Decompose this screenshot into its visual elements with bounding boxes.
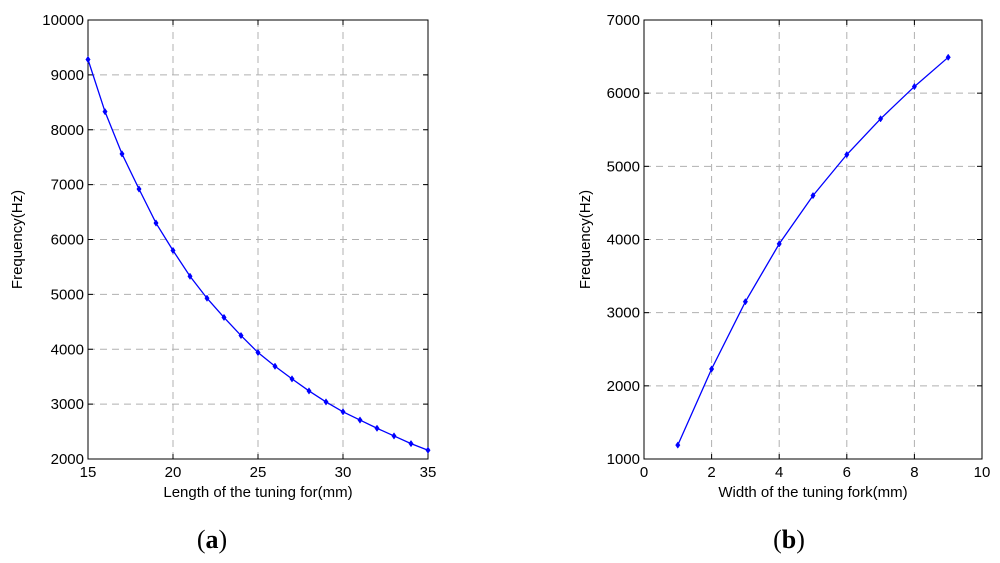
data-point-marker [408,439,414,448]
data-point-marker [272,362,278,370]
panel-letter: a [206,525,219,554]
data-point-marker [238,331,244,340]
x-tick-label: 20 [165,464,182,481]
y-tick-label: 7000 [51,177,84,194]
y-tick-label: 6000 [607,85,640,102]
x-tick-label: 35 [420,464,437,481]
data-point-marker [306,387,312,395]
x-tick-label: 10 [974,464,991,481]
data-point-marker [844,150,850,159]
data-point-marker [425,446,431,454]
y-tick-label: 4000 [607,232,640,249]
chart-panel-b: 0 2 4 6 8 10 1000 2000 3000 4000 5000 6000 7000 Width… [577,12,990,554]
data-point-marker [911,82,917,91]
data-point-marker [776,240,782,248]
y-tick-label: 2000 [51,451,84,468]
data-point-marker [878,115,884,123]
panel-label: (b) [773,525,805,554]
data-point-marker [709,365,715,373]
y-tick-label: 3000 [51,396,84,413]
y-tick-label: 9000 [51,67,84,84]
x-tick-label: 15 [80,464,97,481]
data-point-marker [340,408,346,416]
data-point-marker [187,272,193,280]
data-point-marker [136,185,142,193]
data-point-marker [85,55,91,64]
y-tick-label: 4000 [51,341,84,358]
data-point-marker [204,294,210,302]
data-point-marker [289,375,295,383]
y-tick-label: 5000 [607,158,640,175]
x-tick-label: 8 [910,464,918,481]
data-point-marker [675,441,681,449]
x-tick-label: 4 [775,464,783,481]
y-tick-label: 6000 [51,232,84,249]
y-tick-label: 8000 [51,122,84,139]
x-tick-label: 25 [250,464,267,481]
x-tick-label: 30 [335,464,352,481]
data-point-marker [391,432,397,440]
data-point-marker [119,150,125,158]
y-axis-label: Frequency(Hz) [577,190,594,289]
data-point-marker [323,398,329,406]
y-tick-label: 3000 [607,305,640,322]
data-point-marker [810,191,816,200]
y-tick-label: 5000 [51,286,84,303]
panel-letter: b [782,525,796,554]
data-point-marker [221,313,227,322]
data-point-marker [357,416,363,424]
data-point-marker [170,246,176,255]
data-point-marker [374,424,380,432]
data-point-marker [255,348,261,357]
data-point-marker [742,298,748,306]
panel-label: (a) [197,525,227,554]
data-point-marker [945,53,951,61]
y-tick-label: 1000 [607,451,640,468]
x-axis-label: Width of the tuning fork(mm) [718,484,907,501]
y-tick-label: 2000 [607,378,640,395]
y-axis-label: Frequency(Hz) [9,190,26,289]
x-tick-label: 0 [640,464,648,481]
y-tick-label: 10000 [42,12,84,29]
y-tick-label: 7000 [607,12,640,29]
x-tick-label: 6 [843,464,851,481]
data-point-marker [153,219,159,227]
chart-panel-a: 15 20 25 30 35 2000 3000 4000 5000 6000 7000 8000 90… [9,12,436,554]
x-axis-label: Length of the tuning for(mm) [163,484,352,501]
data-point-marker [102,108,108,116]
x-tick-label: 2 [707,464,715,481]
